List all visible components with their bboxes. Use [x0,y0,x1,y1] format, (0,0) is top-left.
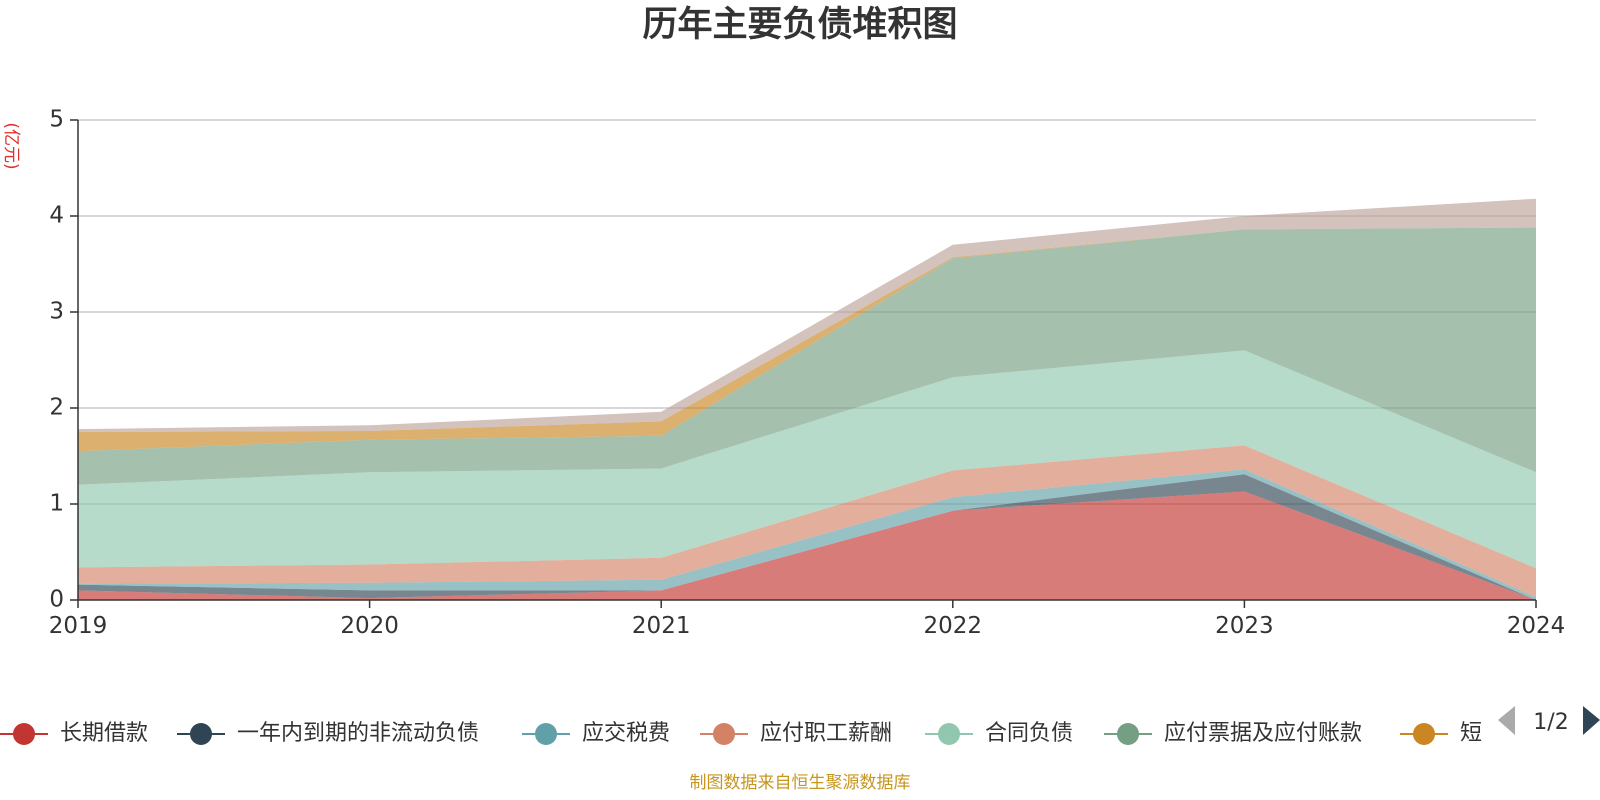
legend-label: 一年内到期的非流动负债 [237,721,479,746]
legend-item[interactable]: 应交税费 [522,721,670,746]
legend-label: 应交税费 [582,721,670,746]
area-series-8 [78,198,1536,432]
y-tick-label: 0 [49,587,64,613]
y-axis-ticks: 0 1 2 3 4 5 [49,107,78,613]
chart-title: 历年主要负债堆积图 [642,5,957,45]
legend-label: 应付票据及应付账款 [1164,721,1362,746]
x-tick-label: 2023 [1215,613,1274,639]
area-series-7 [78,227,1536,452]
y-tick-label: 1 [49,491,64,517]
legend-label: 应付职工薪酬 [760,721,892,746]
y-tick-label: 3 [49,299,64,325]
legend-label: 长期借款 [60,721,148,746]
legend-marker-icon [190,723,212,745]
axes [77,120,1536,601]
x-tick-label: 2019 [49,613,108,639]
legend-label: 合同负债 [985,721,1073,746]
area-series-1 [78,491,1536,600]
legend-pager: 1/2 [1498,706,1600,735]
legend-prev-page-icon[interactable] [1498,706,1515,735]
stacked-areas [78,198,1536,600]
legend-item[interactable]: 长期借款 [0,721,148,746]
legend-page-indicator: 1/2 [1533,710,1568,735]
legend-item[interactable]: 应付票据及应付账款 [1104,721,1362,746]
x-tick-label: 2021 [632,613,691,639]
area-series-5 [78,350,1536,569]
legend-marker-icon [1413,723,1435,745]
legend-marker-icon [13,723,35,745]
y-axis-unit-label: (亿元) [1,122,21,169]
area-series-6 [78,227,1536,485]
legend: 长期借款 一年内到期的非流动负债 应交税费 应付职工薪酬 合同负债 应付票据及应付账款 短 [0,721,1482,746]
legend-item[interactable]: 短 [1400,721,1482,746]
x-axis-ticks: 2019 2020 2021 2022 2023 2024 [49,600,1566,639]
legend-marker-icon [1117,723,1139,745]
legend-item[interactable]: 应付职工薪酬 [700,721,892,746]
x-tick-label: 2022 [924,613,983,639]
legend-label: 短 [1460,721,1482,746]
legend-marker-icon [535,723,557,745]
x-tick-label: 2020 [340,613,399,639]
legend-marker-icon [938,723,960,745]
area-series-4 [78,445,1536,598]
y-tick-label: 2 [49,395,64,421]
y-tick-label: 5 [49,107,64,133]
legend-item[interactable]: 一年内到期的非流动负债 [177,721,479,746]
legend-next-page-icon[interactable] [1583,706,1600,735]
x-tick-label: 2024 [1507,613,1566,639]
data-source-note: 制图数据来自恒生聚源数据库 [690,773,911,793]
legend-item[interactable]: 合同负债 [925,721,1073,746]
area-series-3 [78,469,1536,600]
y-tick-label: 4 [49,203,64,229]
legend-marker-icon [713,723,735,745]
